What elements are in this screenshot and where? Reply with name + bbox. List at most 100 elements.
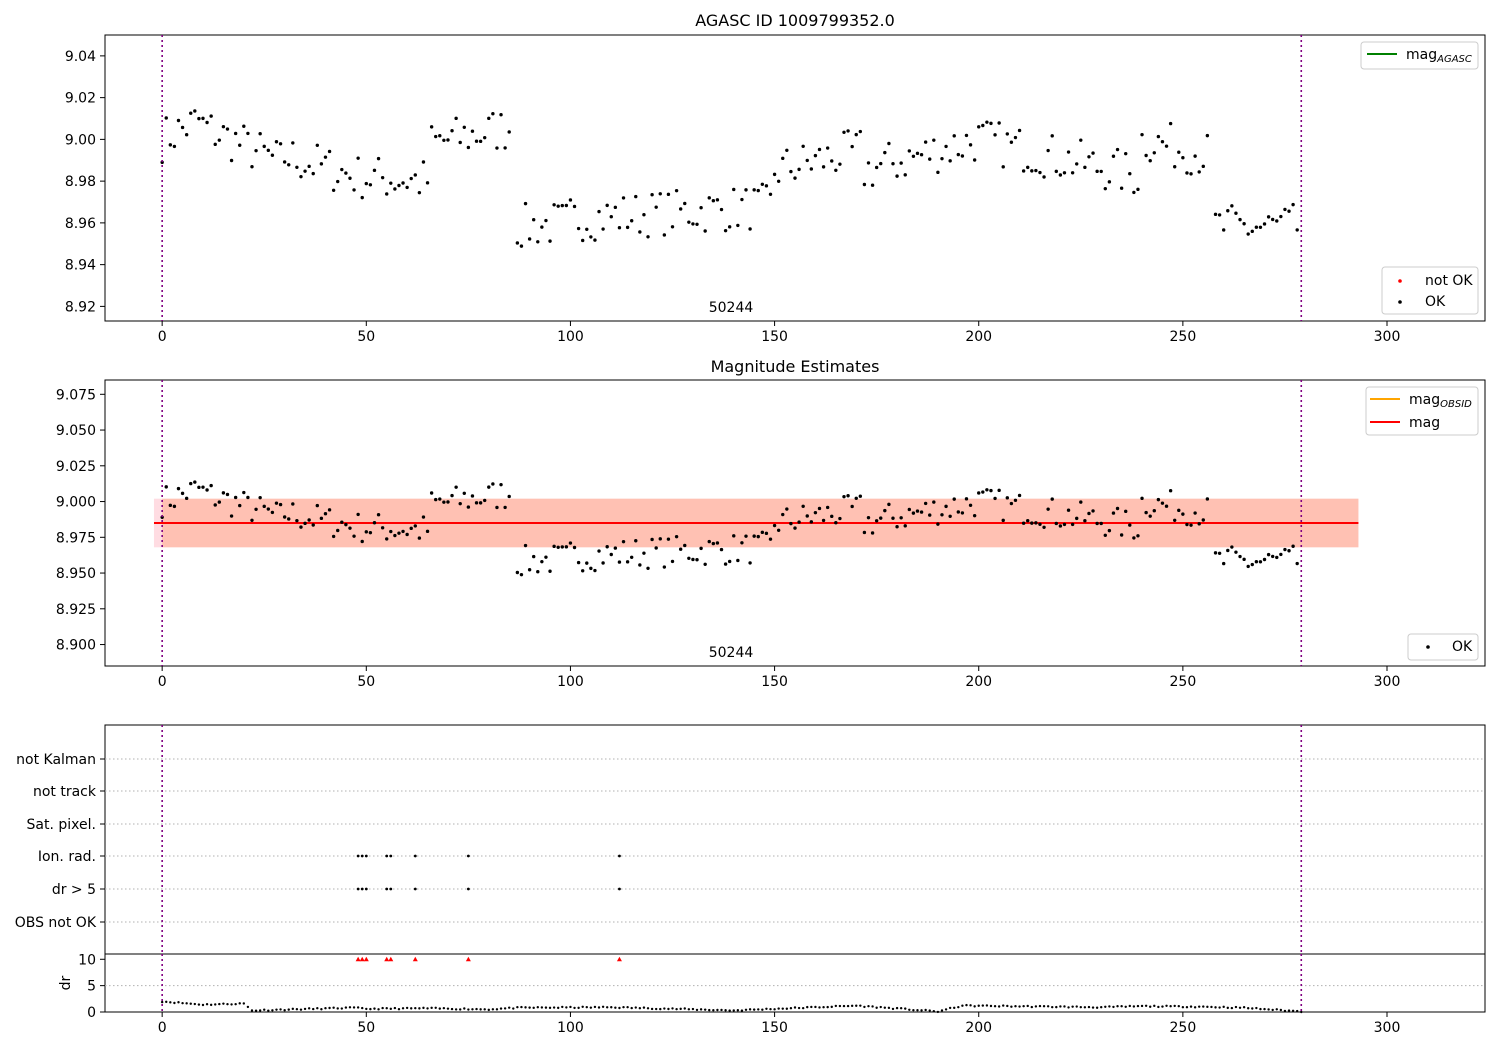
top-data-point (568, 198, 573, 202)
mid-data-point (1242, 557, 1246, 562)
flag-label: Sat. pixel. (27, 817, 96, 833)
dr-point (218, 1002, 221, 1006)
mid-data-point (1217, 551, 1222, 556)
mid-data-point (1181, 512, 1185, 516)
top-data-point (825, 146, 830, 150)
dr-point (1206, 1005, 1209, 1009)
top-data-point (940, 156, 944, 161)
top-data-point (556, 204, 560, 208)
dr-point (703, 1008, 707, 1011)
flag-point (618, 887, 621, 891)
mid-data-point (719, 547, 724, 552)
dr-point (875, 1006, 878, 1009)
mid-data-point (499, 482, 503, 487)
legend-mid-ok-label: OK (1452, 639, 1473, 655)
mid-data-point (180, 491, 185, 496)
mid-data-point (1201, 518, 1205, 522)
dr-point (414, 1006, 417, 1010)
mid-ytick-label: 9.050 (56, 423, 96, 439)
mid-data-point (348, 526, 352, 530)
top-data-point (981, 123, 985, 128)
mid-data-point (1148, 514, 1152, 518)
dr-point (1055, 1005, 1058, 1009)
top-data-point (213, 142, 217, 147)
dr-point (1230, 1006, 1234, 1010)
mid-data-point (523, 543, 528, 548)
dr-point (173, 1001, 176, 1005)
top-data-point (160, 160, 164, 165)
mid-data-point (850, 504, 854, 509)
mid-data-point (548, 569, 552, 573)
mid-data-point (172, 504, 177, 509)
mid-data-point (205, 488, 209, 492)
dr-point (985, 1004, 989, 1007)
mid-data-point (193, 480, 197, 484)
mid-data-point (781, 512, 785, 517)
top-data-point (1095, 169, 1099, 174)
dr-point (818, 1006, 821, 1009)
top-data-point (380, 175, 385, 180)
dr-point (630, 1006, 633, 1010)
dr-point (336, 1007, 339, 1010)
dr-point (1144, 1004, 1148, 1007)
top-data-point (254, 148, 258, 153)
mid-ytick-label: 9.075 (56, 387, 96, 403)
dr-point (561, 1005, 564, 1009)
mid-data-point (421, 515, 426, 519)
dr-point (748, 1008, 752, 1011)
dr-point (895, 1006, 899, 1010)
dr-point (981, 1004, 985, 1007)
mid-data-point (956, 510, 961, 514)
top-data-point (1197, 170, 1201, 174)
top-data-point (989, 121, 993, 126)
top-data-point (850, 144, 854, 149)
legend-not-ok-label: not OK (1425, 273, 1473, 289)
mid-data-point (327, 508, 332, 512)
mid-data-point (299, 525, 303, 529)
dr-point (830, 1005, 833, 1009)
mid-data-point (1177, 508, 1181, 513)
top-data-point (397, 183, 401, 188)
top-data-point (1079, 138, 1083, 142)
dr-point (638, 1007, 642, 1010)
top-data-point (462, 125, 466, 130)
mid-xtick-label: 50 (357, 674, 375, 690)
dr-point (1283, 1009, 1287, 1013)
dr-point (728, 1009, 731, 1012)
dr-point (222, 1002, 225, 1005)
dr-point (993, 1005, 997, 1008)
top-data-point (209, 114, 213, 118)
dr-point (397, 1008, 401, 1011)
dr-point (1291, 1009, 1295, 1012)
dr-point (1075, 1005, 1078, 1008)
top-data-point (781, 156, 785, 161)
dr-point (793, 1006, 797, 1009)
top-data-point (956, 152, 961, 157)
top-data-point (266, 148, 271, 153)
mid-data-point (487, 485, 491, 489)
mid-data-point (744, 534, 748, 538)
dr-point (1295, 1009, 1299, 1013)
dr-point (850, 1004, 854, 1008)
dr-point (1091, 1006, 1095, 1009)
top-data-point (797, 167, 801, 172)
top-data-point (813, 153, 818, 158)
top-data-point (552, 203, 556, 207)
dr-xtick-label: 250 (1170, 1020, 1197, 1036)
mid-data-point (1221, 561, 1226, 566)
mid-data-point (385, 537, 389, 541)
top-data-point (372, 168, 377, 173)
mid-data-point (442, 500, 446, 504)
top-data-point (1115, 147, 1120, 152)
dr-point (810, 1005, 813, 1009)
dr-point (969, 1004, 972, 1007)
dr-point (348, 1006, 352, 1009)
mid-data-point (634, 539, 638, 543)
mid-data-point (736, 558, 740, 563)
top-data-point (1189, 172, 1193, 176)
top-data-point (331, 188, 336, 192)
dr-point (654, 1007, 658, 1011)
dr-point (267, 1009, 270, 1012)
top-data-point (176, 118, 181, 123)
mid-data-point (589, 566, 593, 571)
